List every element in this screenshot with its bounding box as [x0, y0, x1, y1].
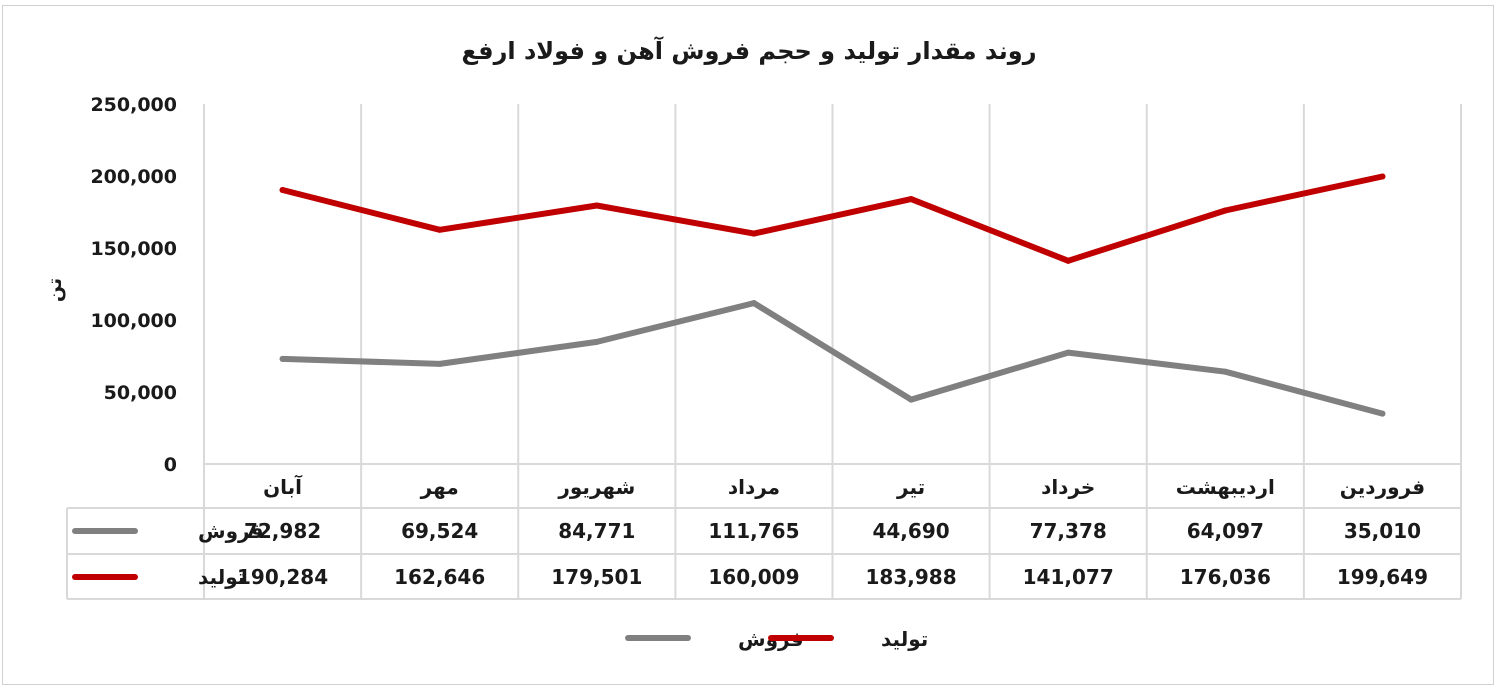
chart-title: روند مقدار تولید و حجم فروش آهن و فولاد … — [461, 36, 1036, 65]
table-series-name: فروش — [198, 519, 264, 543]
data-point — [593, 202, 600, 209]
table-cell-value: 72,982 — [244, 519, 321, 543]
data-point — [1065, 349, 1072, 356]
data-point — [436, 226, 443, 233]
chart-frame: روند مقدار تولید و حجم فروش آهن و فولاد … — [2, 5, 1494, 685]
data-point — [279, 355, 286, 362]
series-line-1 — [279, 173, 1386, 264]
table-cell-value: 141,077 — [1023, 565, 1114, 589]
y-tick-label: 100,000 — [90, 310, 177, 332]
category-label: خرداد — [1041, 475, 1095, 499]
category-label: آبان — [263, 474, 303, 499]
data-point — [908, 396, 915, 403]
series-line-0 — [279, 300, 1386, 417]
table-cell-value: 179,501 — [551, 565, 642, 589]
data-point — [750, 300, 757, 307]
y-tick-label: 250,000 — [90, 94, 177, 116]
table-cell-value: 162,646 — [394, 565, 485, 589]
category-label: مرداد — [728, 475, 780, 499]
table-cell-value: 183,988 — [866, 565, 957, 589]
data-point — [750, 230, 757, 237]
category-label: تیر — [896, 475, 925, 499]
category-label: اردیبهشت — [1176, 475, 1275, 499]
data-point — [436, 360, 443, 367]
legend-label: تولید — [881, 627, 928, 651]
data-point — [1379, 173, 1386, 180]
table-cell-value: 190,284 — [237, 565, 328, 589]
category-label: فروردین — [1340, 475, 1425, 499]
data-table: فروردین اردیبهشت خرداد تیر مرداد شهریور مهر آبا… — [66, 463, 1462, 600]
y-tick-label: 50,000 — [104, 382, 177, 404]
category-label: مهر — [420, 475, 459, 499]
table-cell-value: 176,036 — [1180, 565, 1271, 589]
table-cell-value: 35,010 — [1344, 519, 1421, 543]
y-tick-label: 150,000 — [90, 238, 177, 260]
chart-svg: روند مقدار تولید و حجم فروش آهن و فولاد … — [44, 36, 1462, 651]
legend: فروشتولید — [625, 627, 928, 651]
y-axis-label: تن — [44, 278, 66, 302]
data-point — [593, 338, 600, 345]
data-point — [1379, 410, 1386, 417]
table-cell-value: 199,649 — [1337, 565, 1428, 589]
data-point — [908, 196, 915, 203]
y-tick-label: 200,000 — [90, 166, 177, 188]
table-cell-value: 111,765 — [708, 519, 799, 543]
table-cell-value: 69,524 — [401, 519, 478, 543]
table-cell-value: 44,690 — [872, 519, 949, 543]
category-label: شهریور — [557, 475, 635, 499]
data-point — [279, 186, 286, 193]
table-series-name: تولید — [198, 565, 245, 589]
data-point — [1222, 207, 1229, 214]
grid-layer — [203, 104, 1462, 464]
y-tick-label: 0 — [164, 454, 177, 476]
data-point — [1065, 257, 1072, 264]
table-cell-value: 64,097 — [1187, 519, 1264, 543]
table-cell-value: 84,771 — [558, 519, 635, 543]
table-cell-value: 160,009 — [708, 565, 799, 589]
data-point — [1222, 368, 1229, 375]
y-tick-layer: 0 50,000 100,000 150,000 200,000 250,000 — [90, 94, 177, 476]
table-cell-value: 77,378 — [1030, 519, 1107, 543]
series-layer — [279, 173, 1386, 417]
